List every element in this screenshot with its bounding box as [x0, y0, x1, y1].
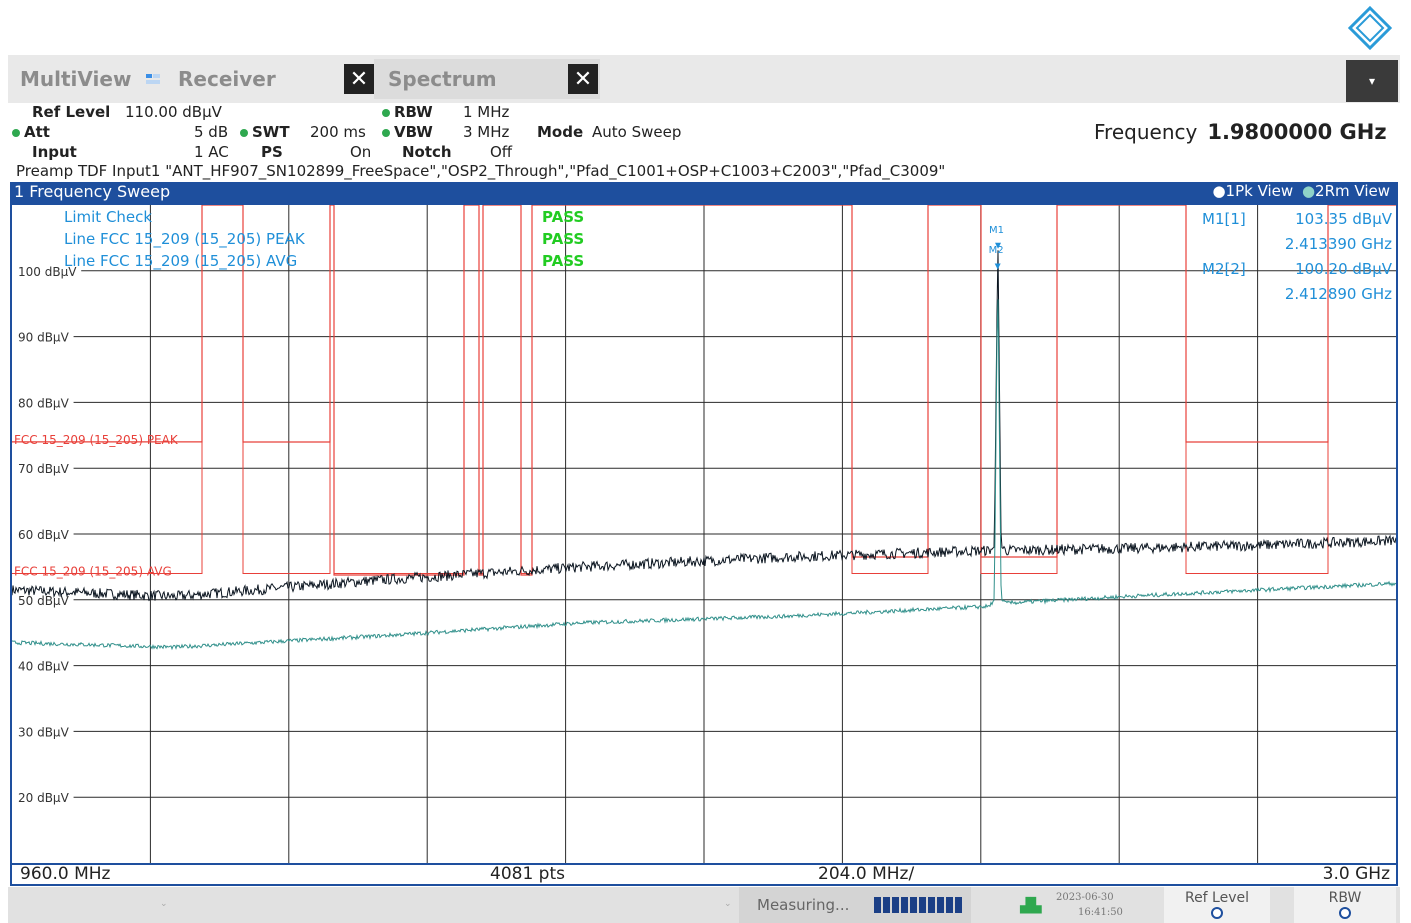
marker-table-id: M1[1] [1202, 210, 1246, 228]
limit-label-peak: FCC 15_209 (15_205) PEAK [14, 433, 179, 447]
y-tick-bg [12, 591, 74, 607]
y-tick-label: 70 dBµV [18, 462, 70, 476]
time: 16:41:50 [1078, 907, 1123, 918]
measuring-status: Measuring... [739, 887, 971, 923]
y-tick-bg [12, 394, 74, 410]
frequency-scale: 960.0 MHz 4081 pts 204.0 MHz/ 3.0 GHz [10, 864, 1398, 886]
trace-views[interactable]: ●1Pk View ●2Rm View [1212, 182, 1390, 200]
start-frequency[interactable]: 960.0 MHz [20, 864, 111, 884]
close-icon: ✕ [349, 66, 369, 92]
marker-m1 [995, 242, 1002, 249]
span-per-div: 204.0 MHz/ [818, 864, 915, 884]
y-tick-bg [12, 526, 74, 541]
y-tick-bg [12, 328, 74, 344]
y-tick-bg [12, 723, 74, 739]
limit-label-avg: FCC 15_209 (15_205) AVG [14, 564, 172, 578]
swt-value[interactable]: 200 ms [310, 123, 366, 141]
chevron-down-icon: ⌄ [724, 899, 732, 909]
marker-table-id: M2[2] [1202, 260, 1246, 278]
close-icon: ✕ [573, 66, 593, 92]
ps-label: PS [261, 143, 283, 161]
date: 2023-06-30 [1056, 892, 1114, 903]
limit-check-line-name: Line FCC 15_209 (15_205) AVG [64, 252, 297, 271]
limit-check-line-result: PASS [542, 252, 584, 270]
network-icon: ▟▙ [1020, 898, 1042, 914]
input-label: Input [32, 143, 77, 161]
marker-table-level: 100.20 dBµV [1295, 260, 1393, 278]
y-tick-label: 40 dBµV [18, 660, 70, 674]
swt-label: SWT [240, 123, 290, 141]
limit-check-line-result: PASS [542, 230, 584, 248]
stop-frequency[interactable]: 3.0 GHz [1322, 864, 1390, 884]
marker-table-freq: 2.412890 GHz [1285, 285, 1392, 303]
y-tick-bg [12, 460, 74, 476]
marker-table-freq: 2.413390 GHz [1285, 235, 1392, 253]
ref-level-label: Ref Level [32, 103, 111, 121]
y-tick-label: 100 dBµV [18, 265, 77, 279]
window-title-bar: 1 Frequency Sweep ●1Pk View ●2Rm View [10, 182, 1398, 203]
tab-bar: MultiView Receiver ✕ Spectrum ✕ [8, 55, 1400, 103]
close-spectrum-button[interactable]: ✕ [568, 64, 598, 94]
limit-check-title: Limit Check [64, 208, 152, 226]
multiview-icon [146, 74, 160, 84]
ps-value[interactable]: On [350, 143, 372, 161]
att-label: Att [12, 123, 50, 141]
rbw-button[interactable]: RBW [1294, 887, 1396, 923]
trace-1pk [12, 250, 1396, 602]
center-frequency[interactable]: Frequency 1.9800000 GHz [1094, 120, 1387, 144]
tab-menu-button[interactable]: ▾ [1346, 60, 1398, 102]
preamp-transducer-line: Preamp TDF Input1 "ANT_HF907_SN102899_Fr… [16, 162, 946, 180]
status-bar: ⌄ ⌄ Measuring... ▟▙ 2023-06-30 16:41:50 … [8, 887, 1400, 923]
tab-receiver[interactable]: Receiver [146, 55, 276, 103]
limit-check-result: PASS [542, 208, 584, 226]
spectrum-plot[interactable]: 100 dBµV 90 dBµV 80 dBµV 70 dBµV 60 dBµV 50 d… [10, 203, 1398, 865]
ref-level-button[interactable]: Ref Level [1164, 887, 1270, 923]
y-tick-bg [12, 789, 74, 805]
y-tick-bg [12, 262, 82, 278]
vbw-label: VBW [382, 123, 433, 141]
y-tick-label: 30 dBµV [18, 725, 70, 739]
marker-label-m2: M2 [989, 245, 1004, 256]
y-tick-label: 20 dBµV [18, 791, 70, 805]
y-tick-label: 90 dBµV [18, 331, 70, 345]
close-receiver-button[interactable]: ✕ [344, 64, 374, 94]
chevron-down-icon: ▾ [1368, 74, 1376, 88]
y-tick-bg [12, 657, 74, 673]
vbw-value[interactable]: 3 MHz [463, 123, 510, 141]
mode-label: Mode [537, 123, 584, 141]
mode-value[interactable]: Auto Sweep [592, 123, 682, 141]
y-tick-label: 60 dBµV [18, 528, 70, 542]
att-value[interactable]: 5 dB [194, 123, 229, 141]
window-title: 1 Frequency Sweep [14, 182, 171, 201]
marker-m2 [994, 263, 1001, 270]
marker-table-level: 103.35 dBµV [1295, 210, 1393, 228]
y-tick-label: 50 dBµV [18, 594, 70, 608]
y-tick-label: 80 dBµV [18, 396, 70, 410]
limit-check-line-name: Line FCC 15_209 (15_205) PEAK [64, 230, 306, 249]
ref-level-value[interactable]: 110.00 dBµV [125, 103, 222, 121]
notch-label: Notch [402, 143, 452, 161]
limit-line-avg [12, 205, 1396, 574]
spectrum-chart: 100 dBµV 90 dBµV 80 dBµV 70 dBµV 60 dBµV 50 d… [12, 205, 1396, 863]
chevron-down-icon: ⌄ [160, 899, 168, 909]
progress-bar [874, 897, 962, 913]
tab-multiview[interactable]: MultiView [20, 67, 132, 91]
trace-2rm [12, 299, 1396, 651]
tab-spectrum[interactable]: Spectrum [374, 59, 600, 99]
sweep-points: 4081 pts [490, 864, 565, 884]
rbw-label: RBW [382, 103, 433, 121]
rbw-value[interactable]: 1 MHz [463, 103, 510, 121]
marker-label-m1: M1 [989, 225, 1004, 236]
notch-value[interactable]: Off [490, 143, 513, 161]
rs-logo [1348, 6, 1392, 50]
input-value[interactable]: 1 AC [194, 143, 229, 161]
